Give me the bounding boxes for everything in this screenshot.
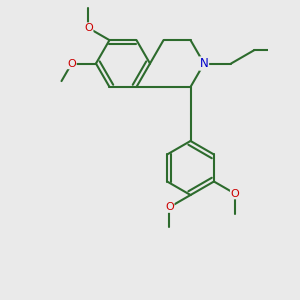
Text: O: O xyxy=(165,202,174,212)
Text: N: N xyxy=(200,57,208,70)
Text: O: O xyxy=(67,58,76,68)
Text: O: O xyxy=(231,189,239,199)
Text: O: O xyxy=(84,23,93,33)
